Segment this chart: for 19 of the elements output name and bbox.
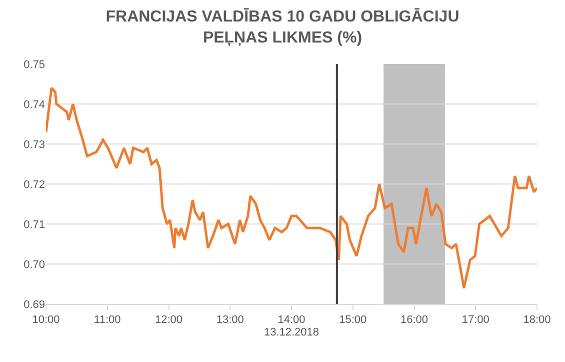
x-tick-label: 17:00 — [462, 314, 490, 326]
x-tick-label: 13:00 — [216, 314, 244, 326]
y-tick-label: 0.70 — [24, 258, 45, 271]
x-tick-label: 11:00 — [94, 314, 121, 326]
x-tick-label: 14:00 — [278, 314, 306, 326]
y-tick-label: 0.71 — [24, 218, 45, 231]
x-axis-title: 13.12.2018 — [264, 326, 320, 338]
x-tick-label: 12:00 — [154, 314, 183, 326]
y-tick-label: 0.69 — [24, 298, 45, 311]
line-series — [46, 86, 537, 290]
x-tick-label: 18:00 — [523, 314, 551, 326]
y-tick-label: 0.73 — [24, 138, 45, 151]
y-tick-label: 0.74 — [24, 98, 45, 111]
x-tick-label: 10:00 — [32, 314, 60, 326]
chart-title: FRANCIJAS VALDĪBAS 10 GADU OBLIGĀCIJU PEĻŅAS LIKMES (%) — [106, 8, 460, 47]
y-tick-label: 0.72 — [24, 178, 45, 191]
y-tick-label: 0.75 — [24, 58, 45, 71]
x-tick-label: 16:00 — [400, 314, 428, 326]
x-tick-label: 15:00 — [339, 314, 367, 326]
